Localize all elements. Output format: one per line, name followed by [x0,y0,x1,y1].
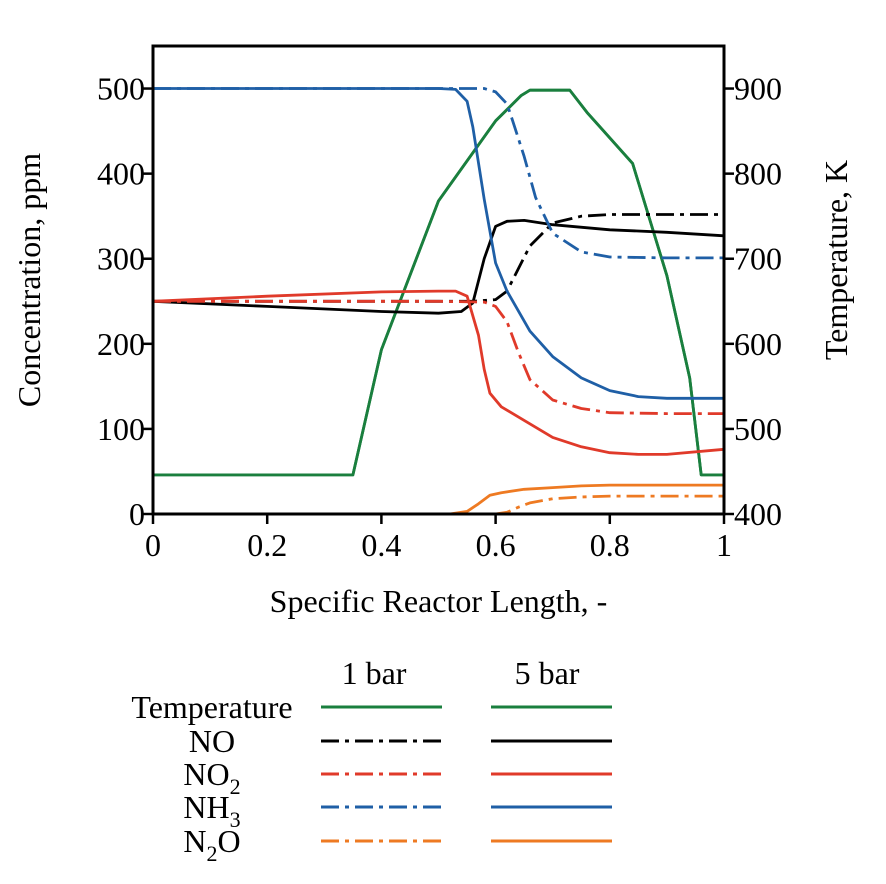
y-tick-label: 100 [97,411,145,447]
y2-tick-label: 500 [734,411,782,447]
legend-label-subscript: 2 [207,841,218,866]
y2-tick-label: 600 [734,326,782,362]
y-tick-label: 500 [97,71,145,107]
legend-label: Temperature [131,689,292,725]
legend-label: NO2 [183,756,240,799]
series-no2-5bar [152,289,725,456]
legend-label: NH3 [183,789,240,832]
x-tick-label: 0.2 [247,527,287,563]
y-tick-label: 400 [97,156,145,192]
legend-header-1bar: 1 bar [342,655,407,691]
x-tick-label: 0 [145,527,161,563]
series-no2-1bar [153,299,724,415]
legend-label: N2O [183,823,240,866]
plot-lines [152,87,725,516]
legend-label-main: NO [189,723,235,759]
y2-tick-label: 400 [734,496,782,532]
x-tick-label: 0.8 [590,527,630,563]
legend-label-subscript: 3 [230,807,241,832]
x-tick-label: 0.6 [476,527,516,563]
y-tick-label: 200 [97,326,145,362]
legend-label: NO [189,723,235,759]
axes: 0 0.2 0.4 0.6 0.8 1 0 100 200 300 400 500 400 500 600 7… [97,71,782,563]
series-nh3-5bar [153,87,724,400]
y-axis-label: Concentration, ppm [11,153,47,407]
y2-tick-label: 800 [734,156,782,192]
series-n2o-5bar [153,483,724,516]
series-no-5bar [152,219,725,315]
x-tick-label: 1 [716,527,732,563]
x-axis-label: Specific Reactor Length, - [270,583,608,619]
y-tick-label: 0 [129,496,145,532]
series-t-5bar [153,88,724,477]
plot-frame [151,44,726,516]
y2-tick-label: 900 [734,71,782,107]
series-n2o-1bar [153,494,724,516]
legend-label-subscript: 2 [230,774,241,799]
series-t-1bar [153,88,724,477]
legend-label-suffix: O [218,823,241,859]
legend-label-main: NH [183,789,229,825]
legend-label-main: N [183,823,206,859]
y2-axis-label: Temperature, K [818,160,854,360]
legend-header-5bar: 5 bar [515,655,580,691]
series-nh3-1bar [153,87,724,260]
legend-label-main: NO [183,756,229,792]
legend-label-main: Temperature [131,689,292,725]
y2-tick-label: 700 [734,241,782,277]
y-tick-label: 300 [97,241,145,277]
series-no-1bar [153,213,724,303]
x-tick-label: 0.4 [361,527,401,563]
